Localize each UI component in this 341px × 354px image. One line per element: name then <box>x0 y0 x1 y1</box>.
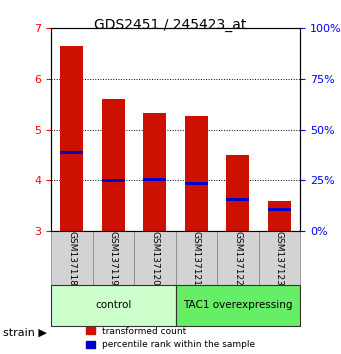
FancyBboxPatch shape <box>258 231 300 285</box>
Text: GSM137122: GSM137122 <box>233 231 242 285</box>
FancyBboxPatch shape <box>134 231 176 285</box>
Text: GSM137119: GSM137119 <box>109 230 118 286</box>
Text: GSM137121: GSM137121 <box>192 231 201 286</box>
Bar <box>185 182 208 185</box>
Bar <box>60 46 83 231</box>
FancyBboxPatch shape <box>93 231 134 285</box>
Text: GSM137118: GSM137118 <box>68 230 76 286</box>
Text: GDS2451 / 245423_at: GDS2451 / 245423_at <box>94 18 247 32</box>
Bar <box>102 179 125 182</box>
Bar <box>60 151 83 154</box>
Bar <box>226 198 249 201</box>
Text: strain ▶: strain ▶ <box>3 328 47 338</box>
FancyBboxPatch shape <box>176 231 217 285</box>
Text: TAC1 overexpressing: TAC1 overexpressing <box>183 301 293 310</box>
FancyBboxPatch shape <box>176 285 300 326</box>
FancyBboxPatch shape <box>51 231 93 285</box>
Text: GSM137120: GSM137120 <box>150 231 159 286</box>
FancyBboxPatch shape <box>217 231 258 285</box>
Text: GSM137123: GSM137123 <box>275 231 284 286</box>
Bar <box>102 99 125 231</box>
Bar <box>226 155 249 231</box>
Bar <box>185 116 208 231</box>
Text: control: control <box>95 301 132 310</box>
Bar <box>268 201 291 231</box>
Bar <box>268 208 291 211</box>
Legend: transformed count, percentile rank within the sample: transformed count, percentile rank withi… <box>82 323 259 353</box>
FancyBboxPatch shape <box>51 285 176 326</box>
Bar <box>144 178 166 181</box>
Bar <box>144 114 166 231</box>
